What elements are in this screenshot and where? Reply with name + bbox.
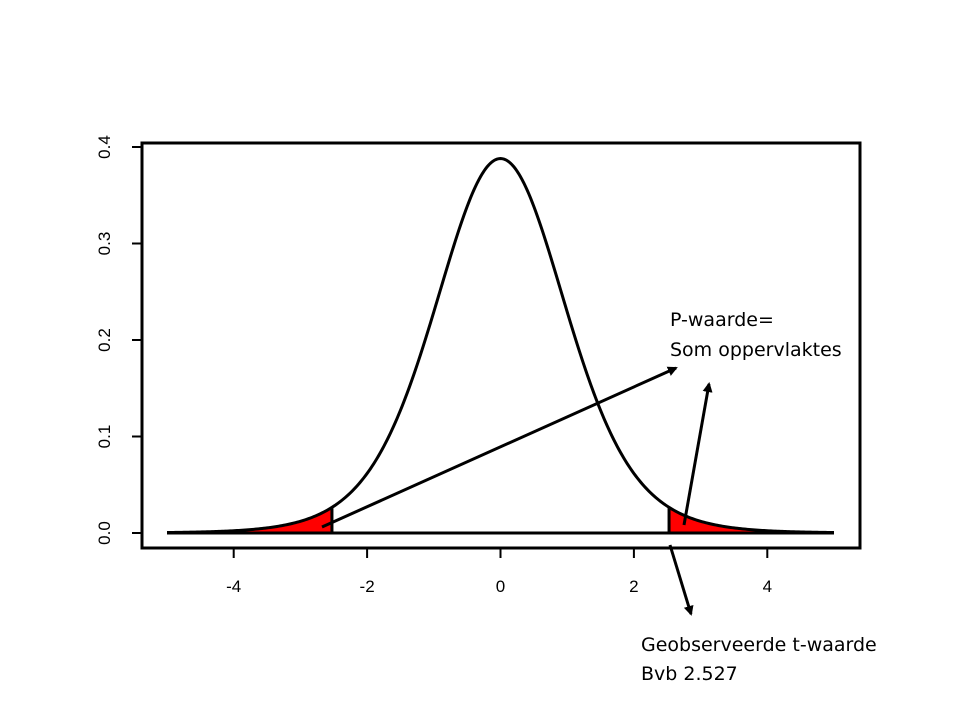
- y-tick-label: 0.4: [95, 135, 114, 159]
- shaded-tail-left: [167, 507, 332, 533]
- x-tick-label: 0: [496, 577, 505, 596]
- x-tick-label: 2: [629, 577, 638, 596]
- density-curve: [166, 157, 835, 535]
- x-tick-label: -2: [360, 577, 375, 596]
- y-tick-label: 0.3: [95, 232, 114, 256]
- y-tick-label: 0.0: [95, 521, 114, 545]
- x-tick-label: -4: [226, 577, 241, 596]
- arrow-right-to-label: [682, 382, 713, 526]
- arrow-to-observed-t: [668, 544, 694, 616]
- p-value-label-line1: P-waarde=: [670, 309, 774, 331]
- observed-t-label-line2: Bvb 2.527: [641, 663, 738, 685]
- observed-t-label-line1: Geobserveerde t-waarde: [641, 634, 877, 656]
- y-tick-label: 0.1: [95, 425, 114, 449]
- arrow-left-to-label: [321, 366, 678, 529]
- x-tick-label: 4: [763, 577, 772, 596]
- y-tick-label: 0.2: [95, 328, 114, 352]
- p-value-label-line2: Som oppervlaktes: [670, 339, 842, 361]
- shaded-tail-right: [669, 508, 834, 533]
